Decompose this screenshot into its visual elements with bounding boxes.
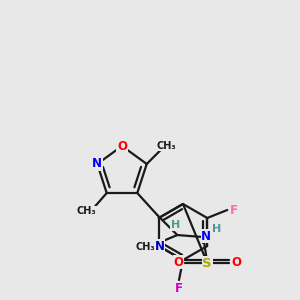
Text: N: N (92, 158, 102, 170)
Text: O: O (117, 140, 127, 152)
Text: S: S (202, 256, 212, 269)
Text: CH₃: CH₃ (77, 206, 97, 216)
Text: O: O (173, 256, 183, 268)
Text: N: N (201, 230, 211, 242)
Text: O: O (231, 256, 241, 268)
Text: CH₃: CH₃ (157, 141, 176, 151)
Text: H: H (212, 224, 221, 234)
Text: F: F (230, 203, 238, 217)
Text: F: F (175, 281, 183, 295)
Text: CH₃: CH₃ (136, 242, 155, 252)
Text: H: H (171, 220, 180, 230)
Text: N: N (155, 239, 165, 253)
